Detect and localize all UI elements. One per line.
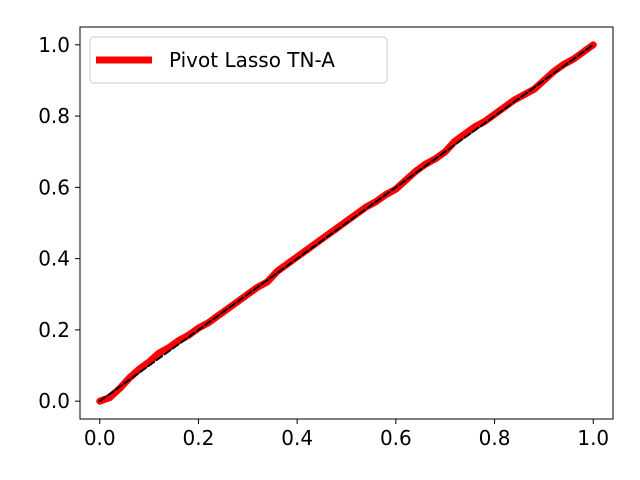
y-tick-label: 1.0 (38, 33, 70, 57)
y-tick-label: 0.4 (38, 247, 70, 271)
legend-label: Pivot Lasso TN-A (169, 48, 335, 72)
series-line-0 (96, 41, 597, 405)
legend: Pivot Lasso TN-A (89, 36, 388, 84)
x-tick-label: 0.8 (479, 426, 511, 450)
legend-box (89, 36, 388, 84)
y-tick-label: 0.8 (38, 104, 70, 128)
reference-diagonal-line (98, 43, 595, 403)
x-tick-label: 0.4 (281, 426, 313, 450)
x-tick-label: 0.0 (84, 426, 116, 450)
series-layer (96, 41, 597, 405)
axes-frame (79, 26, 614, 420)
y-tick-label: 0.6 (38, 175, 70, 199)
x-tick-label: 0.6 (380, 426, 412, 450)
ticks-layer: 0.0 0.2 0.4 0.6 0.8 1.0 0.0 0.2 0.4 0.6 0.8 1.0 (38, 33, 609, 450)
x-tick-label: 0.2 (183, 426, 215, 450)
y-tick-label: 0.2 (38, 318, 70, 342)
y-tick-label: 0.0 (38, 389, 70, 413)
x-tick-label: 1.0 (577, 426, 609, 450)
